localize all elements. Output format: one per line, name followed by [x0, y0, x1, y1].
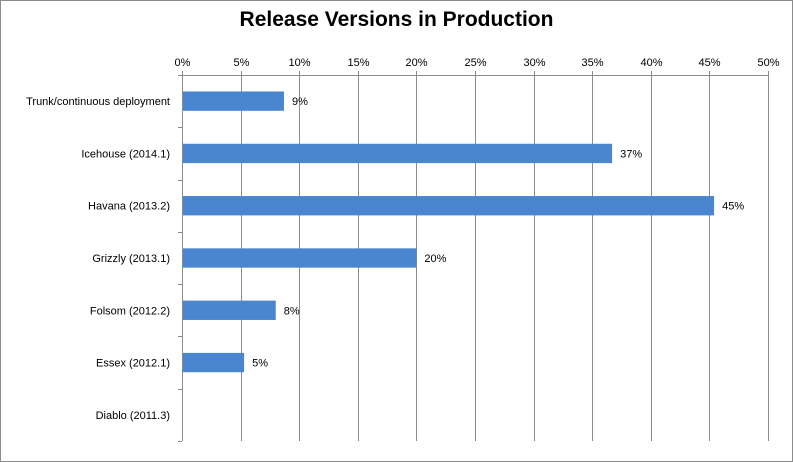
- bar: [183, 300, 276, 320]
- category-label: Trunk/continuous deployment: [26, 96, 170, 108]
- data-label: 9%: [292, 96, 308, 108]
- x-tick-label: 35%: [581, 57, 603, 69]
- data-label: 8%: [284, 305, 300, 317]
- category-label: Icehouse (2014.1): [81, 148, 170, 160]
- category-label: Havana (2013.2): [88, 201, 170, 213]
- x-tick-label: 45%: [698, 57, 720, 69]
- x-tick-label: 40%: [640, 57, 662, 69]
- category-label: Diablo (2011.3): [96, 410, 170, 422]
- bar: [183, 196, 715, 216]
- x-tick-label: 25%: [464, 57, 486, 69]
- data-label: 45%: [722, 201, 744, 213]
- bar: [183, 352, 245, 373]
- x-tick-label: 50%: [757, 57, 779, 69]
- data-label: 5%: [252, 358, 268, 370]
- data-label: 20%: [424, 253, 446, 265]
- bar: [183, 143, 613, 164]
- category-label: Essex (2012.1): [96, 358, 170, 370]
- x-tick-label: 0%: [175, 57, 191, 69]
- x-tick-label: 20%: [405, 57, 427, 69]
- x-tick-label: 30%: [523, 57, 545, 69]
- x-tick-label: 5%: [234, 57, 250, 69]
- bar: [183, 248, 417, 268]
- category-label: Grizzly (2013.1): [92, 253, 170, 265]
- data-label: 37%: [620, 148, 642, 160]
- category-label: Folsom (2012.2): [90, 305, 170, 317]
- x-tick-label: 10%: [288, 57, 310, 69]
- x-tick-label: 15%: [347, 57, 369, 69]
- chart-title: Release Versions in Production: [239, 8, 554, 31]
- bar: [183, 91, 284, 111]
